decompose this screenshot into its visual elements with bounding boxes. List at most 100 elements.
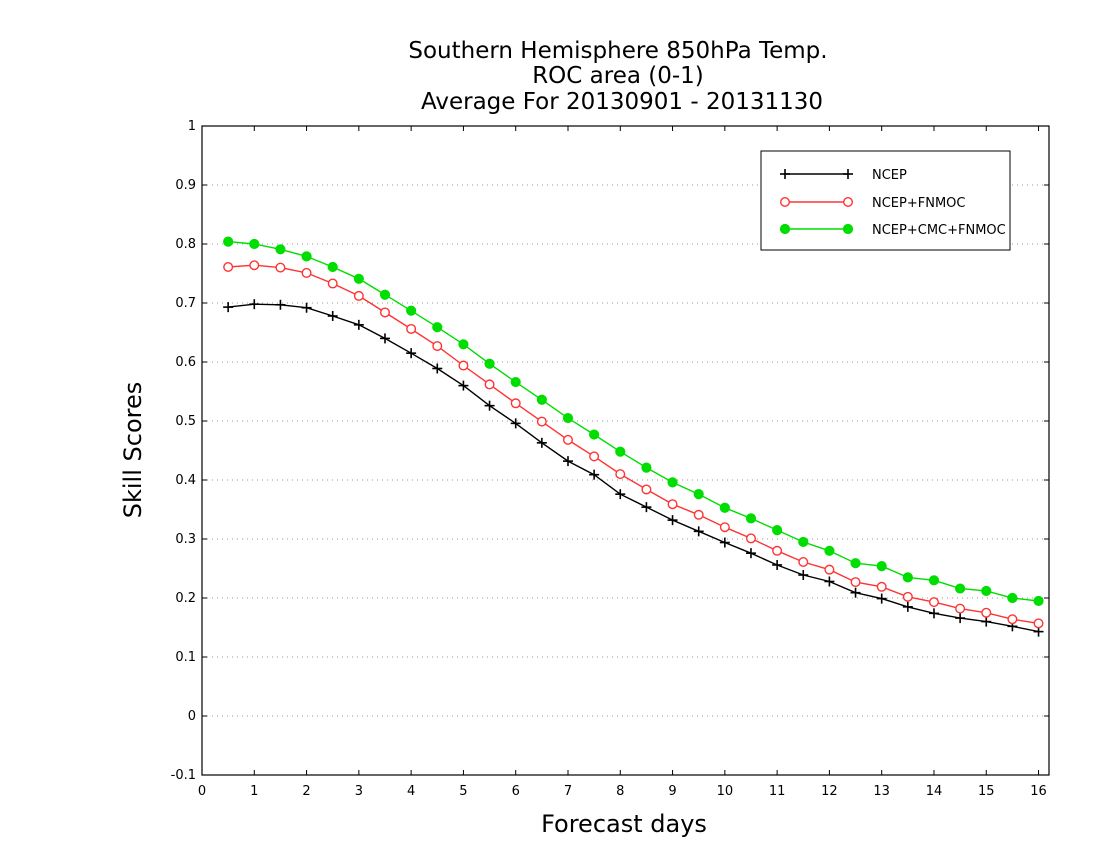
data-point bbox=[902, 591, 913, 602]
data-point bbox=[615, 446, 626, 457]
legend-marker bbox=[779, 223, 791, 235]
data-point bbox=[406, 323, 417, 334]
legend-label: NCEP+CMC+FNMOC bbox=[872, 223, 1006, 238]
chart-title: Southern Hemisphere 850hPa Temp. ROC are… bbox=[408, 38, 827, 115]
data-point bbox=[981, 607, 992, 618]
data-point bbox=[484, 400, 495, 411]
y-axis-tick-labels: -0.1 0 0.1 0.2 0.3 0.4 0.5 0.6 0.7 0.8 0.9 1 bbox=[171, 119, 196, 783]
y-tick-label: 0.9 bbox=[175, 178, 196, 193]
x-tick-label: 13 bbox=[873, 784, 890, 799]
data-point bbox=[406, 305, 417, 316]
data-point bbox=[1007, 592, 1018, 604]
data-point bbox=[772, 545, 783, 556]
y-tick-label: 0.5 bbox=[175, 414, 196, 429]
data-point bbox=[301, 251, 312, 262]
data-point bbox=[824, 564, 835, 575]
legend-label: NCEP bbox=[872, 168, 907, 183]
data-point bbox=[798, 557, 809, 568]
data-point bbox=[301, 302, 312, 313]
x-tick-label: 1 bbox=[250, 784, 258, 799]
data-point bbox=[798, 569, 809, 580]
legend-marker bbox=[843, 169, 853, 179]
data-point bbox=[406, 348, 417, 359]
legend-marker bbox=[843, 196, 854, 207]
data-point bbox=[876, 593, 887, 604]
data-point bbox=[249, 260, 260, 271]
chart-title-line-1: Southern Hemisphere 850hPa Temp. bbox=[408, 38, 827, 64]
data-point bbox=[589, 451, 600, 462]
data-point bbox=[249, 238, 260, 250]
data-point bbox=[719, 522, 730, 533]
series-0 bbox=[223, 299, 1044, 637]
x-tick-label: 4 bbox=[407, 784, 415, 799]
data-point bbox=[353, 319, 364, 330]
data-point bbox=[223, 236, 234, 247]
y-tick-label: 0.3 bbox=[175, 532, 196, 547]
data-point bbox=[824, 576, 835, 587]
data-point bbox=[693, 526, 704, 537]
plot-frame bbox=[201, 125, 1050, 776]
legend-marker bbox=[780, 169, 790, 179]
data-point bbox=[589, 429, 600, 440]
x-tick-label: 15 bbox=[978, 784, 995, 799]
data-point bbox=[667, 477, 678, 488]
legend-box bbox=[760, 150, 1011, 251]
data-point bbox=[589, 469, 600, 480]
data-point bbox=[850, 558, 861, 569]
data-point bbox=[955, 603, 966, 614]
data-point bbox=[275, 244, 286, 255]
data-point bbox=[745, 513, 757, 524]
x-tick-label: 6 bbox=[512, 784, 520, 799]
data-point bbox=[379, 289, 391, 300]
x-tick-label: 16 bbox=[1030, 784, 1047, 799]
axis-ticks bbox=[201, 125, 1049, 776]
data-point bbox=[484, 358, 495, 369]
y-tick-label: 0.1 bbox=[175, 650, 196, 665]
x-tick-label: 9 bbox=[668, 784, 676, 799]
data-point bbox=[745, 548, 756, 559]
x-tick-label: 8 bbox=[616, 784, 624, 799]
data-point bbox=[249, 299, 260, 310]
data-point bbox=[667, 515, 678, 526]
data-point bbox=[719, 502, 730, 513]
chart-title-line-2: ROC area (0-1) bbox=[532, 63, 704, 89]
x-tick-label: 12 bbox=[821, 784, 838, 799]
data-point bbox=[902, 572, 913, 583]
series-line bbox=[228, 240, 1039, 602]
data-point bbox=[981, 585, 992, 597]
chart-title-line-3: Average For 20130901 - 20131130 bbox=[421, 89, 823, 115]
data-point bbox=[327, 278, 338, 289]
data-point bbox=[1007, 614, 1018, 625]
data-point bbox=[379, 333, 390, 344]
data-point bbox=[641, 502, 652, 513]
y-tick-label: -0.1 bbox=[171, 768, 196, 783]
data-point bbox=[223, 262, 234, 273]
data-point bbox=[327, 310, 338, 321]
x-axis-tick-labels: 0 1 2 3 4 5 6 7 8 9 10 11 12 13 14 15 16 bbox=[198, 784, 1047, 799]
x-tick-label: 0 bbox=[198, 784, 206, 799]
data-point bbox=[928, 608, 939, 619]
data-point bbox=[458, 360, 469, 371]
data-point bbox=[536, 437, 547, 448]
data-point bbox=[615, 469, 626, 480]
legend-marker bbox=[780, 196, 791, 207]
data-point bbox=[667, 499, 678, 510]
x-tick-label: 5 bbox=[459, 784, 467, 799]
data-point bbox=[510, 398, 521, 409]
data-point bbox=[353, 290, 364, 301]
data-point bbox=[850, 587, 861, 598]
y-tick-label: 0.4 bbox=[175, 473, 196, 488]
data-point bbox=[928, 597, 939, 608]
data-point bbox=[536, 394, 547, 405]
y-tick-label: 0.6 bbox=[175, 355, 196, 370]
data-point bbox=[981, 616, 992, 627]
data-point bbox=[275, 299, 286, 310]
data-point bbox=[955, 613, 966, 624]
data-point bbox=[432, 322, 443, 333]
data-point bbox=[876, 561, 887, 572]
x-tick-label: 7 bbox=[564, 784, 572, 799]
x-tick-label: 11 bbox=[769, 784, 786, 799]
data-point bbox=[536, 416, 547, 427]
data-point bbox=[772, 559, 783, 570]
